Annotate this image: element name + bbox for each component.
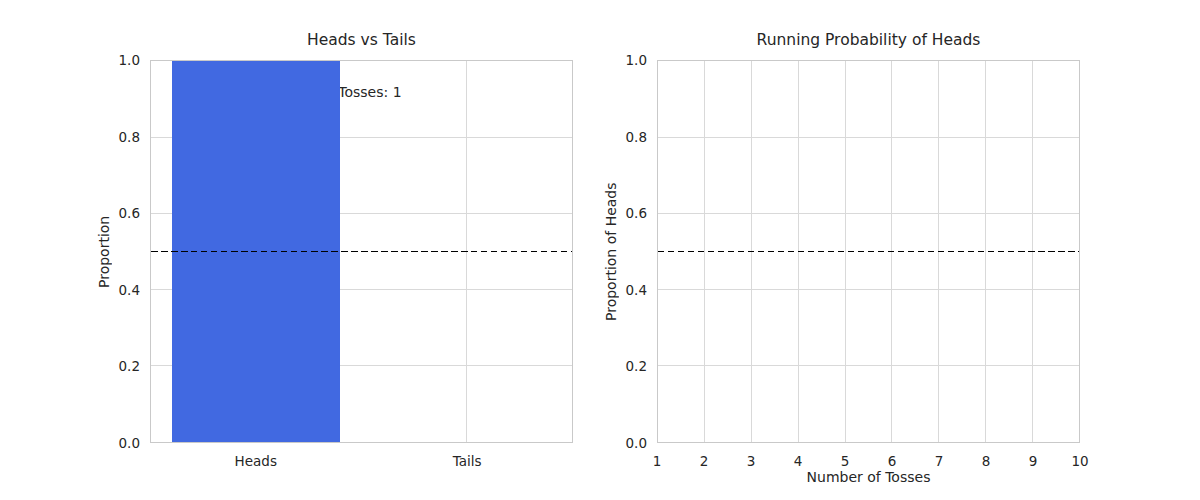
- tosses-annotation: Tosses: 1: [338, 83, 401, 101]
- y-tick-label: 0.0: [597, 434, 647, 452]
- line-chart-running-probability: Running Probability of Heads Proportion …: [657, 60, 1080, 443]
- x-axis-label: Number of Tosses: [657, 468, 1080, 486]
- plot-area: Tosses: 1: [150, 60, 573, 443]
- gridline-horizontal: [658, 289, 1079, 290]
- y-tick-label: 1.0: [597, 51, 647, 69]
- y-tick-label: 0.0: [90, 434, 140, 452]
- x-tick-label: 10: [1071, 452, 1088, 470]
- x-tick-label: 1: [653, 452, 662, 470]
- x-tick-label: 8: [982, 452, 991, 470]
- x-tick-label: 2: [700, 452, 709, 470]
- y-tick-label: 1.0: [90, 51, 140, 69]
- gridline-horizontal: [658, 213, 1079, 214]
- x-tick-label: 6: [888, 452, 897, 470]
- plot-area: [657, 60, 1080, 443]
- chart-title: Heads vs Tails: [150, 31, 573, 50]
- y-tick-label: 0.2: [90, 357, 140, 375]
- gridline-horizontal: [658, 365, 1079, 366]
- x-tick-label: 7: [935, 452, 944, 470]
- bar-chart-heads-tails: Heads vs Tails Proportion Tosses: 1 0.00…: [150, 60, 573, 443]
- y-tick-label: 0.6: [597, 204, 647, 222]
- x-tick-label: Tails: [453, 452, 482, 470]
- y-axis-label: Proportion of Heads: [601, 60, 621, 443]
- x-tick-label: 3: [747, 452, 756, 470]
- x-tick-label: Heads: [235, 452, 277, 470]
- chart-title: Running Probability of Heads: [657, 31, 1080, 50]
- y-tick-label: 0.4: [597, 281, 647, 299]
- x-tick-label: 5: [841, 452, 850, 470]
- x-tick-label: 4: [794, 452, 803, 470]
- reference-line: [151, 251, 572, 252]
- y-tick-label: 0.2: [597, 357, 647, 375]
- y-tick-label: 0.8: [90, 128, 140, 146]
- y-axis-label: Proportion: [94, 60, 114, 443]
- reference-line: [658, 251, 1079, 252]
- y-tick-label: 0.8: [597, 128, 647, 146]
- y-tick-label: 0.4: [90, 281, 140, 299]
- y-tick-label: 0.6: [90, 204, 140, 222]
- figure: Heads vs Tails Proportion Tosses: 1 0.0 0…: [0, 0, 1200, 500]
- gridline-horizontal: [658, 137, 1079, 138]
- x-tick-label: 9: [1029, 452, 1038, 470]
